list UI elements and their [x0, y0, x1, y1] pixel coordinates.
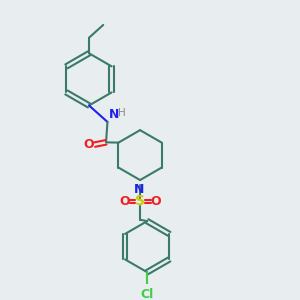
Text: S: S — [135, 194, 145, 208]
Text: O: O — [119, 195, 130, 208]
Text: Cl: Cl — [140, 288, 154, 300]
Text: N: N — [134, 183, 144, 196]
Text: N: N — [109, 107, 119, 121]
Text: H: H — [118, 108, 126, 118]
Text: O: O — [83, 137, 94, 151]
Text: O: O — [150, 195, 161, 208]
